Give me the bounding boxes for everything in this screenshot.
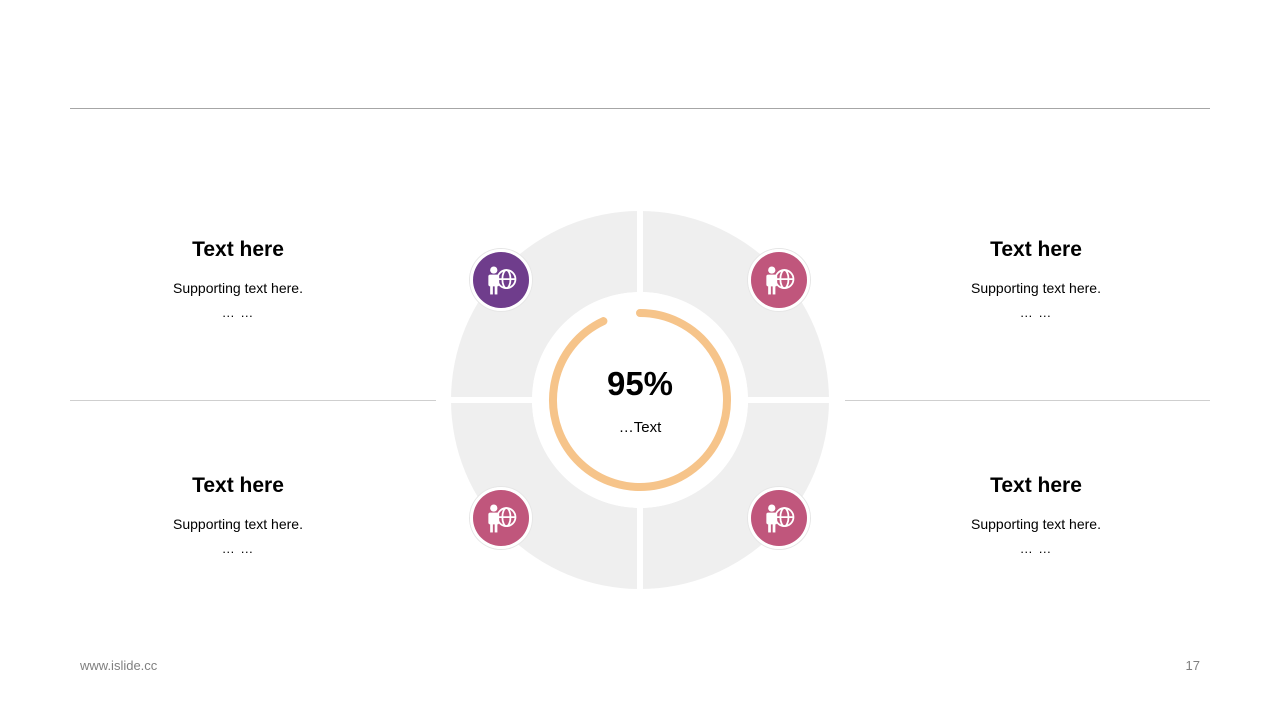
top-divider (70, 108, 1210, 109)
progress-label: …Text (618, 419, 662, 436)
block-ellipsis: … … (1019, 541, 1053, 556)
person-globe-icon (748, 249, 810, 311)
block-title: Text here (192, 474, 284, 497)
text-block-top-right: Text here Supporting text here. … … (886, 238, 1186, 320)
progress-value: 95% (606, 365, 674, 402)
block-supporting-text: Supporting text here. (173, 516, 303, 532)
person-globe-icon (470, 249, 532, 311)
block-ellipsis: … … (221, 541, 255, 556)
block-title: Text here (990, 238, 1082, 261)
person-globe-icon (470, 487, 532, 549)
block-ellipsis: … … (1019, 305, 1053, 320)
block-ellipsis: … … (221, 305, 255, 320)
text-block-bottom-left: Text here Supporting text here. … … (88, 474, 388, 556)
text-block-bottom-right: Text here Supporting text here. … … (886, 474, 1186, 556)
block-title: Text here (192, 238, 284, 261)
quadrant-ring-diagram (440, 200, 840, 600)
text-block-top-left: Text here Supporting text here. … … (88, 238, 388, 320)
block-title: Text here (990, 474, 1082, 497)
person-globe-icon (748, 487, 810, 549)
block-supporting-text: Supporting text here. (971, 516, 1101, 532)
block-supporting-text: Supporting text here. (971, 280, 1101, 296)
block-supporting-text: Supporting text here. (173, 280, 303, 296)
footer-website: www.islide.cc (80, 658, 158, 673)
page-number: 17 (1185, 658, 1200, 673)
middle-divider-left (70, 400, 436, 401)
inner-disc-cover (532, 292, 748, 508)
progress-arc (549, 309, 731, 491)
middle-divider-right (845, 400, 1210, 401)
